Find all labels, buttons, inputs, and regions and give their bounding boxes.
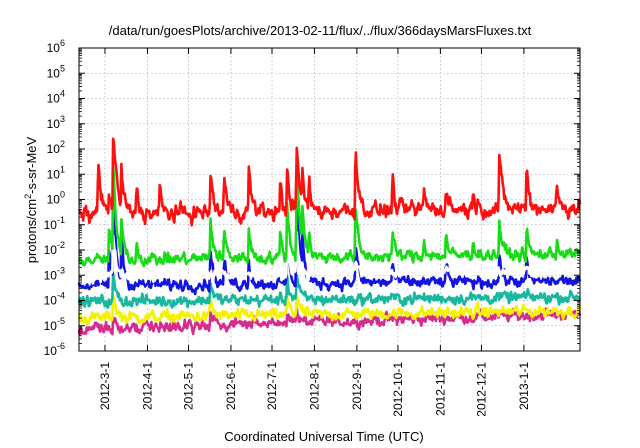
y-tick-label: 102 bbox=[47, 139, 65, 156]
x-tick-label: 2013-1-1 bbox=[517, 362, 531, 410]
y-axis-label-base: protons/cm bbox=[24, 199, 39, 263]
y-tick-label: 10-1 bbox=[44, 215, 65, 232]
y-tick-label: 10-2 bbox=[44, 240, 65, 257]
y-tick-label: 10-4 bbox=[44, 291, 65, 308]
y-tick-label: 100 bbox=[47, 190, 65, 207]
y-axis-label-rest: -s-sr-MeV bbox=[24, 136, 39, 193]
y-tick-exponent: -4 bbox=[57, 291, 65, 301]
x-tick-label: 2012-6-1 bbox=[224, 362, 238, 410]
y-tick-label: 10-5 bbox=[44, 316, 65, 333]
y-tick-base: 10 bbox=[44, 344, 58, 358]
y-tick-base: 10 bbox=[47, 167, 61, 181]
y-tick-label: 10-6 bbox=[44, 341, 65, 358]
y-tick-exponent: 4 bbox=[60, 89, 65, 99]
axis-ticks bbox=[79, 47, 580, 352]
series-line bbox=[77, 306, 582, 336]
y-tick-base: 10 bbox=[44, 294, 58, 308]
y-tick-base: 10 bbox=[44, 218, 58, 232]
x-tick-label: 2012-4-1 bbox=[140, 362, 154, 410]
y-tick-exponent: -5 bbox=[57, 316, 65, 326]
y-tick-label: 106 bbox=[47, 38, 65, 55]
y-tick-base: 10 bbox=[44, 319, 58, 333]
y-tick-base: 10 bbox=[47, 41, 61, 55]
chart-title: /data/run/goesPlots/archive/2013-02-11/f… bbox=[109, 23, 532, 38]
x-tick-label: 2012-7-1 bbox=[265, 362, 279, 410]
y-tick-base: 10 bbox=[47, 117, 61, 131]
x-tick-label: 2012-3-1 bbox=[98, 362, 112, 410]
x-tick-label: 2012-8-1 bbox=[307, 362, 321, 410]
x-tick-label: 2012-5-1 bbox=[182, 362, 196, 410]
series-line bbox=[77, 231, 582, 285]
y-tick-exponent: 1 bbox=[60, 164, 65, 174]
y-tick-exponent: 2 bbox=[60, 139, 65, 149]
y-tick-exponent: 5 bbox=[60, 63, 65, 73]
series-line bbox=[77, 186, 582, 296]
y-tick-exponent: -6 bbox=[57, 341, 65, 351]
y-tick-label: 105 bbox=[47, 63, 65, 80]
y-tick-base: 10 bbox=[47, 66, 61, 80]
x-axis-label: Coordinated Universal Time (UTC) bbox=[224, 429, 423, 444]
series-line bbox=[77, 272, 582, 309]
series-line bbox=[77, 137, 582, 227]
y-tick-exponent: -2 bbox=[57, 240, 65, 250]
y-tick-exponent: 3 bbox=[60, 114, 65, 124]
x-tick-label: 2012-10-1 bbox=[391, 362, 405, 417]
series-line bbox=[77, 166, 582, 268]
y-tick-base: 10 bbox=[47, 92, 61, 106]
x-tick-label: 2012-12-1 bbox=[474, 362, 488, 417]
y-tick-label: 10-3 bbox=[44, 265, 65, 282]
y-tick-exponent: -1 bbox=[57, 215, 65, 225]
y-tick-base: 10 bbox=[47, 193, 61, 207]
y-axis-label-sup: 2 bbox=[23, 194, 33, 199]
y-tick-exponent: 0 bbox=[60, 190, 65, 200]
y-tick-labels: 10-610-510-410-310-210-11001011021031041… bbox=[44, 38, 65, 358]
y-tick-exponent: -3 bbox=[57, 265, 65, 275]
y-tick-label: 101 bbox=[47, 164, 65, 181]
y-tick-base: 10 bbox=[44, 243, 58, 257]
x-tick-label: 2012-11-1 bbox=[433, 362, 447, 416]
series-line bbox=[77, 293, 582, 327]
y-tick-base: 10 bbox=[47, 142, 61, 156]
series-layer bbox=[77, 137, 582, 336]
y-axis-label: protons/cm2-s-sr-MeV bbox=[23, 136, 39, 263]
y-tick-label: 104 bbox=[47, 89, 65, 106]
y-tick-exponent: 6 bbox=[60, 38, 65, 48]
x-tick-label: 2012-9-1 bbox=[350, 362, 364, 410]
x-tick-labels: 2012-3-1 2012-4-1 2012-5-1 2012-6-1 2012-7-1… bbox=[98, 362, 531, 417]
y-tick-label: 103 bbox=[47, 114, 65, 131]
y-tick-base: 10 bbox=[44, 268, 58, 282]
